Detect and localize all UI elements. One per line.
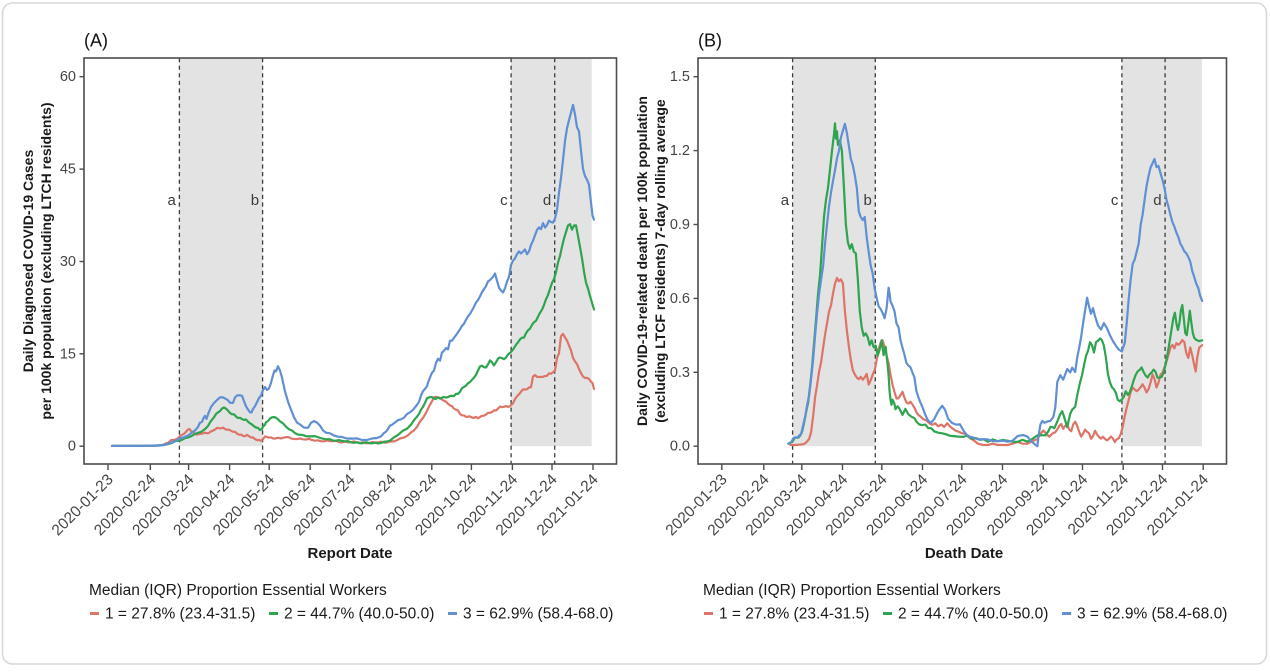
- svg-text:per 100k population (excluding: per 100k population (excluding LTCH resi…: [38, 102, 54, 419]
- svg-text:15: 15: [60, 346, 76, 362]
- svg-text:(B): (B): [698, 31, 722, 51]
- svg-text:b: b: [251, 192, 259, 209]
- svg-text:1 = 27.8% (23.4-31.5): 1 = 27.8% (23.4-31.5): [719, 606, 869, 623]
- svg-text:1.2: 1.2: [670, 143, 690, 159]
- svg-text:c: c: [1111, 192, 1119, 209]
- svg-text:Median (IQR) Proportion Essent: Median (IQR) Proportion Essential Worker…: [89, 582, 387, 599]
- svg-text:(excluding LTCF residents) 7-d: (excluding LTCF residents) 7-day rolling…: [652, 99, 668, 423]
- svg-text:0.6: 0.6: [670, 291, 690, 307]
- svg-text:Daily COVID-19-related death p: Daily COVID-19-related death per 100k po…: [634, 96, 650, 426]
- svg-text:0: 0: [68, 439, 76, 455]
- svg-text:30: 30: [60, 254, 76, 270]
- svg-text:1 = 27.8% (23.4-31.5): 1 = 27.8% (23.4-31.5): [105, 606, 255, 623]
- svg-text:0.3: 0.3: [670, 365, 690, 381]
- svg-text:a: a: [781, 192, 790, 209]
- svg-text:Report Date: Report Date: [307, 545, 392, 562]
- svg-text:0.9: 0.9: [670, 217, 690, 233]
- svg-text:(A): (A): [84, 31, 108, 51]
- svg-text:3 = 62.9% (58.4-68.0): 3 = 62.9% (58.4-68.0): [1077, 606, 1227, 623]
- svg-text:2 = 44.7% (40.0-50.0): 2 = 44.7% (40.0-50.0): [284, 606, 434, 623]
- svg-text:0.0: 0.0: [670, 439, 690, 455]
- svg-text:Daily Diagnosed COVID-19 Cases: Daily Diagnosed COVID-19 Cases: [20, 150, 36, 373]
- svg-text:Death Date: Death Date: [925, 545, 1003, 562]
- svg-text:d: d: [1153, 192, 1161, 209]
- svg-text:Median (IQR) Proportion Essent: Median (IQR) Proportion Essential Worker…: [703, 582, 1001, 599]
- svg-text:c: c: [500, 192, 508, 209]
- svg-text:b: b: [863, 192, 871, 209]
- svg-text:a: a: [168, 192, 177, 209]
- svg-text:1.5: 1.5: [670, 69, 690, 85]
- svg-text:45: 45: [60, 162, 76, 178]
- svg-text:3 = 62.9% (58.4-68.0): 3 = 62.9% (58.4-68.0): [463, 606, 613, 623]
- svg-text:d: d: [543, 192, 551, 209]
- svg-text:2 = 44.7% (40.0-50.0): 2 = 44.7% (40.0-50.0): [898, 606, 1048, 623]
- svg-text:60: 60: [60, 69, 76, 85]
